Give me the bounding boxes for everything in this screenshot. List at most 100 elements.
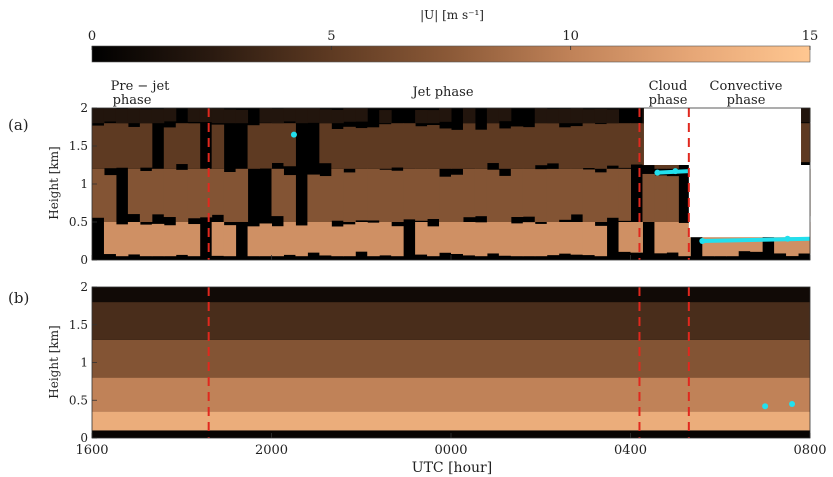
panel-a-band-cell [175,123,189,165]
panel-a-band-cell [594,172,608,222]
panel-a-band-cell [522,222,536,257]
panel-b-band [92,302,810,340]
panel-b-band [92,339,810,378]
panel-a-nodata-region [688,165,810,238]
panel-a-band-cell [103,175,117,222]
panel-a-band-cell [678,222,691,257]
panel-a-band-cell [510,223,524,257]
panel-a-band-cell [103,222,117,255]
panel-a-band-cell [223,109,237,124]
panel-b-label: (b) [8,289,29,307]
panel-b-band [92,287,810,303]
panel-a-band-cell [534,223,548,257]
panel-a-x-ticks [91,255,811,260]
panel-a-band-cell [618,222,631,252]
panel-a-band-cell [546,123,560,164]
phase-label-pre-jet: Pre − jet phase [111,79,171,108]
cloud-base-marker [789,401,796,408]
panel-a-band-cell [247,226,261,257]
panel-a-band-cell [271,168,284,217]
panel-a-band-cell [546,222,560,256]
panel-b-ylabel: Height [km] [47,325,61,398]
panel-a-band-cell [606,109,620,124]
panel-a-band-cell [355,108,368,122]
panel-a-band-cell [427,110,440,124]
panel-a-band-cell [307,108,320,123]
panel-a-band-cell [522,127,536,169]
panel-a-band-cell [127,222,141,255]
panel-a-band-cell [582,169,596,222]
phase-label-cloud: Cloud phase [649,79,688,108]
colorbar: |U| [m s⁻¹] 0 5 10 15 [88,8,818,63]
panel-a-band-cell [115,123,129,168]
panel-a-band-cell [498,175,512,222]
panel-a-band-cell [654,222,667,254]
x-tick-label: 0400 [614,443,647,458]
panel-a-band-cell [151,168,165,215]
cloud-base-marker [762,403,769,410]
panel-a-band-cell [319,222,332,256]
panel-a-band-cell [582,123,596,169]
panel-a-band-cell [403,168,416,220]
panel-a-band-cell [343,224,356,257]
panel-a-band-cell [139,224,153,257]
panel-a-band-cell [462,123,476,169]
panel-a-nodata-region [643,108,802,165]
panel-a-band-cell [175,222,189,255]
panel-a-band-cell [415,110,428,124]
panel-a-band-cell [391,226,404,257]
panel-a-band-cell [439,108,452,122]
panel-a-band-cell [486,169,500,222]
panel-a-band-cell [163,225,177,257]
panel-a-band-cell [367,168,380,221]
panel-a-band-cell [283,123,296,167]
panel-a-band-cell [199,108,213,123]
panel-b-band [92,377,810,412]
panel-a-band-cell [271,108,284,124]
panel-b: (b) Height [km] 0 0.5 1 1.5 2 1600 2000 0000 04… [8,280,827,476]
panel-a: (a) Height [km] 0 0.5 1 1.5 2 [8,101,811,267]
panel-a-band-cell [558,108,572,124]
panel-a-band-cell [498,108,512,122]
panel-a-band-cell [367,127,380,169]
panel-a-band-cell [522,168,536,217]
panel-a-band-cell [570,168,584,215]
panel-a-band-cell [462,222,476,256]
panel-a-band-cell [211,124,225,169]
panel-a-band-cell [151,223,165,257]
y-tick-label: 1 [80,177,88,191]
panel-b-y-ticks: 0 0.5 1 1.5 2 [69,280,97,445]
panel-a-band-cell [594,124,608,169]
cloud-base-segment [702,236,811,243]
panel-a-band-cell [175,169,189,222]
panel-a-band-cell [486,108,500,124]
panel-a-band-cell [355,168,368,221]
panel-a-band-cell [211,222,225,256]
panel-a-band-cell [534,169,548,222]
y-tick-label: 1.5 [69,318,88,332]
panel-a-band-cell [103,123,117,169]
panel-a-band-cell [92,125,105,169]
panel-a-band-cell [558,222,572,254]
panel-a-band-cell [283,175,296,222]
panel-a-band-cell [379,169,392,222]
panel-a-band-cell [139,123,153,168]
cloud-base-marker [290,131,297,138]
panel-a-label: (a) [8,116,29,134]
panel-a-band-cell [570,108,584,124]
panel-a-band-cell [211,168,225,215]
panel-a-band-cell [642,173,655,222]
panel-b-x-ticks: 1600 2000 0000 0400 0800 [75,433,827,458]
panel-a-band-cell [798,108,811,123]
panel-a-band-cell [415,126,428,169]
panel-a-ylabel: Height [km] [47,146,61,219]
colorbar-ticks [91,46,811,50]
panel-b-plot-area [91,286,811,439]
panel-a-band-cell [439,128,452,169]
panel-a-band-cell [534,108,548,124]
panel-a-band-cell [187,108,201,122]
panel-a-band-cell [211,108,225,124]
panel-a-band-cell [163,168,177,218]
panel-a-band-cell [558,127,572,169]
